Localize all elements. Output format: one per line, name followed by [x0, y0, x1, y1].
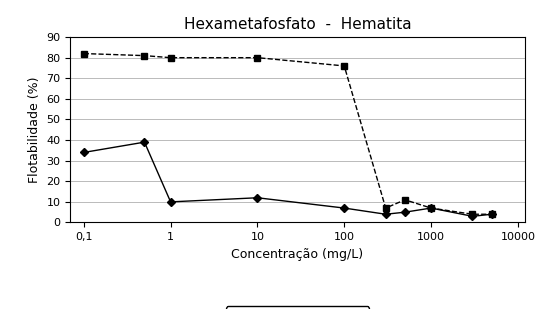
pH9	[401, 210, 408, 214]
Legend: pH7, pH9: pH7, pH9	[226, 306, 369, 309]
pH7	[382, 206, 389, 210]
pH7	[341, 64, 347, 68]
pH7	[167, 56, 174, 60]
pH9	[254, 196, 261, 200]
Line: pH9: pH9	[81, 139, 494, 219]
pH7	[81, 52, 87, 55]
X-axis label: Concentração (mg/L): Concentração (mg/L)	[232, 248, 364, 261]
pH9	[81, 150, 87, 154]
pH7	[254, 56, 261, 60]
pH9	[489, 212, 495, 216]
pH7	[469, 212, 476, 216]
pH9	[341, 206, 347, 210]
pH7	[428, 206, 434, 210]
pH9	[141, 140, 148, 144]
Line: pH7: pH7	[81, 51, 494, 217]
pH7	[141, 54, 148, 57]
Y-axis label: Flotabilidade (%): Flotabilidade (%)	[28, 77, 41, 183]
Title: Hexametafosfato  -  Hematita: Hexametafosfato - Hematita	[184, 17, 411, 32]
pH9	[428, 206, 434, 210]
pH7	[401, 198, 408, 202]
pH9	[167, 200, 174, 204]
pH9	[382, 212, 389, 216]
pH7	[489, 212, 495, 216]
pH9	[469, 214, 476, 218]
